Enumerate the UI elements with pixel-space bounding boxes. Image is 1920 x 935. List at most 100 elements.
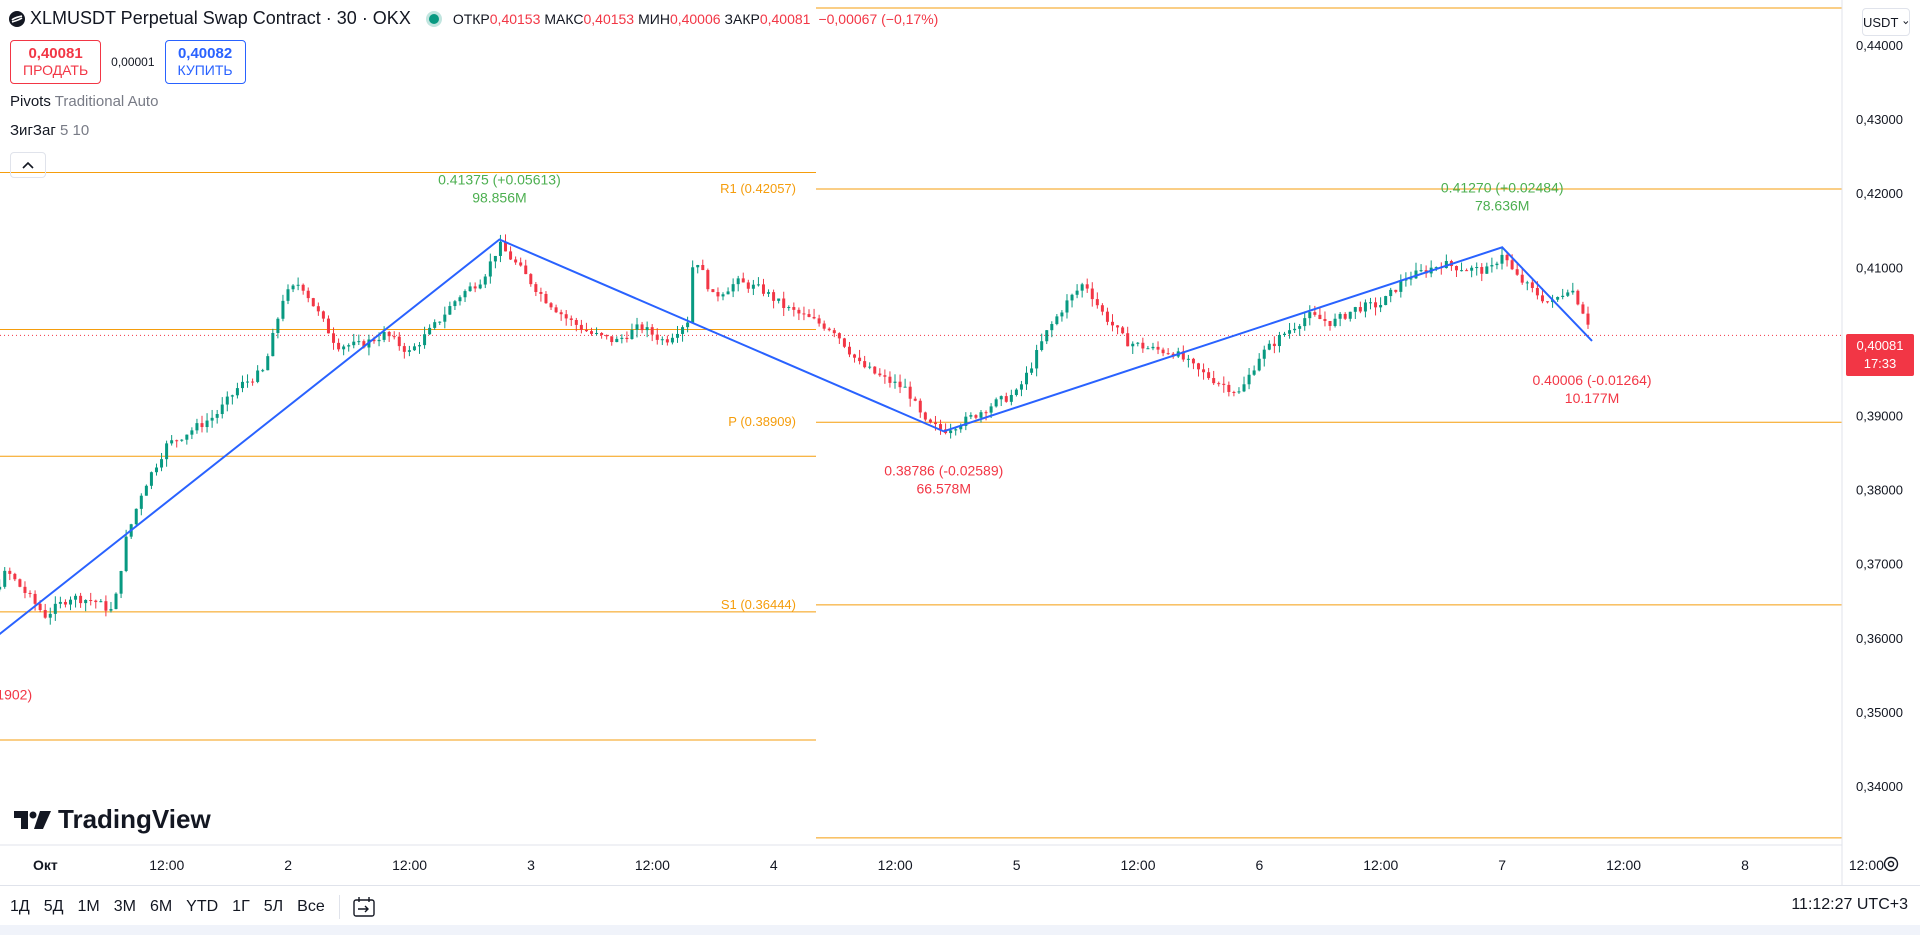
time-tick-label: 3 (527, 857, 535, 873)
range-1m-button[interactable]: 1М (77, 898, 100, 915)
currency-dropdown[interactable]: USDT (1862, 8, 1910, 36)
time-axis[interactable]: Окт 12:00 2 12:00 3 12:00 4 12:00 5 12:00 6 12:00 7 1… (0, 844, 1920, 873)
candle-body (721, 294, 725, 297)
candle-body (908, 386, 912, 399)
time-tick-label: 12:00 (1363, 857, 1398, 873)
candle-body (610, 336, 614, 343)
collapse-legend-button[interactable] (10, 152, 46, 178)
candle-body (1561, 295, 1565, 297)
time-tick-label: 12:00 (149, 857, 184, 873)
candle-body (160, 459, 164, 468)
candle-body (23, 586, 27, 593)
indicator-pivots[interactable]: Pivots Traditional Auto (10, 93, 158, 110)
candle-body (999, 396, 1003, 400)
candle-body (357, 341, 361, 343)
sell-button[interactable]: 0,40081 ПРОДАТЬ (10, 40, 102, 84)
candle-body (458, 297, 462, 302)
candle-body (266, 356, 270, 371)
candle-body (311, 298, 315, 307)
zigzag-indicator: 0.35762 (-0.01902)22.266M0.41375 (+0.056… (0, 172, 1652, 702)
market-open-dot (428, 13, 439, 24)
candle-body (681, 327, 685, 334)
candle-body (589, 331, 593, 334)
currency-label: USDT (1863, 14, 1899, 30)
candle-body (691, 267, 695, 323)
zigzag-pivot-label: 0.38786 (-0.02589) (884, 462, 1003, 478)
candle-body (1060, 312, 1064, 317)
buy-button[interactable]: 0,40082 КУПИТЬ (164, 40, 246, 84)
range-5y-button[interactable]: 5Л (263, 898, 284, 915)
candle-body (256, 370, 260, 382)
candle-body (1535, 287, 1539, 296)
time-tick-label: 7 (1498, 857, 1506, 873)
candle-body (1212, 378, 1216, 384)
candle-body (620, 337, 624, 339)
candle-body (1571, 290, 1575, 293)
candle-body (1227, 384, 1231, 392)
candle-body (1191, 358, 1195, 364)
candle-body (1141, 342, 1145, 349)
candle-body (220, 404, 224, 415)
time-tick-label: 6 (1256, 857, 1264, 873)
candle-body (1045, 330, 1049, 342)
candle-body (777, 298, 781, 301)
candle-body (1070, 294, 1074, 301)
candle-body (741, 278, 745, 283)
candle-body (1040, 341, 1044, 351)
candle-body (347, 345, 351, 347)
tradingview-logo[interactable]: TradingView (14, 804, 211, 835)
candle-body (296, 284, 300, 286)
candle-body (124, 536, 128, 572)
candle-body (18, 579, 22, 587)
range-1d-button[interactable]: 1Д (10, 898, 30, 915)
settings-icon[interactable] (1882, 855, 1900, 873)
candle-body (1379, 305, 1383, 308)
candle-body (949, 430, 953, 434)
range-6m-button[interactable]: 6М (149, 898, 173, 915)
candle-body (524, 265, 528, 275)
candle-body (559, 312, 563, 315)
price-tick-label: 0,43000 (1856, 112, 1903, 127)
price-chart[interactable]: R1 (0.42057) P (0.38909) S1 (0.36444) 0.35… (0, 0, 1920, 885)
candle-body (1181, 351, 1185, 360)
range-5d-button[interactable]: 5Д (43, 898, 64, 915)
candle-body (84, 600, 88, 604)
candle-body (74, 595, 78, 600)
candle-body (595, 332, 599, 334)
range-all-button[interactable]: Все (297, 898, 325, 915)
candle-body (1232, 391, 1236, 393)
price-axis[interactable]: 0,440000,430000,420000,410000,400000,390… (1841, 0, 1903, 885)
price-tick-label: 0,38000 (1856, 483, 1903, 498)
tradingview-logo-icon (14, 810, 51, 829)
indicator-name: Pivots (10, 93, 51, 110)
toolbar-divider (338, 895, 340, 919)
candle-body (1242, 384, 1246, 392)
candle-body (149, 472, 153, 486)
candle-body (271, 332, 275, 357)
candle-body (58, 601, 62, 604)
candle-body (1515, 269, 1519, 275)
range-3m-button[interactable]: 3М (113, 898, 136, 915)
range-1y-button[interactable]: 1Г (232, 898, 250, 915)
candle-body (291, 285, 295, 290)
candle-body (736, 278, 740, 285)
time-tick-label: 12:00 (878, 857, 913, 873)
candle-body (1090, 288, 1094, 300)
utc-clock[interactable]: 11:12:27 UTC+3 (1791, 896, 1908, 913)
candle-body (812, 316, 816, 319)
candle-body (372, 339, 376, 342)
candle-body (954, 429, 958, 431)
candle-body (215, 414, 219, 418)
symbol-title[interactable]: XLMUSDT Perpetual Swap Contract · 30 · O… (30, 8, 411, 28)
candle-body (382, 331, 386, 340)
indicator-zigzag[interactable]: ЗигЗаг 5 10 (10, 122, 89, 139)
candle-body (1196, 363, 1200, 370)
candle-body (807, 314, 811, 317)
candle-body (822, 323, 826, 329)
candle-body (519, 262, 523, 266)
candle-body (1581, 304, 1585, 314)
calendar-range-icon[interactable] (352, 896, 376, 918)
close-value: 0,40081 (759, 10, 811, 27)
candle-body (473, 286, 477, 289)
range-ytd-button[interactable]: YTD (186, 898, 219, 915)
